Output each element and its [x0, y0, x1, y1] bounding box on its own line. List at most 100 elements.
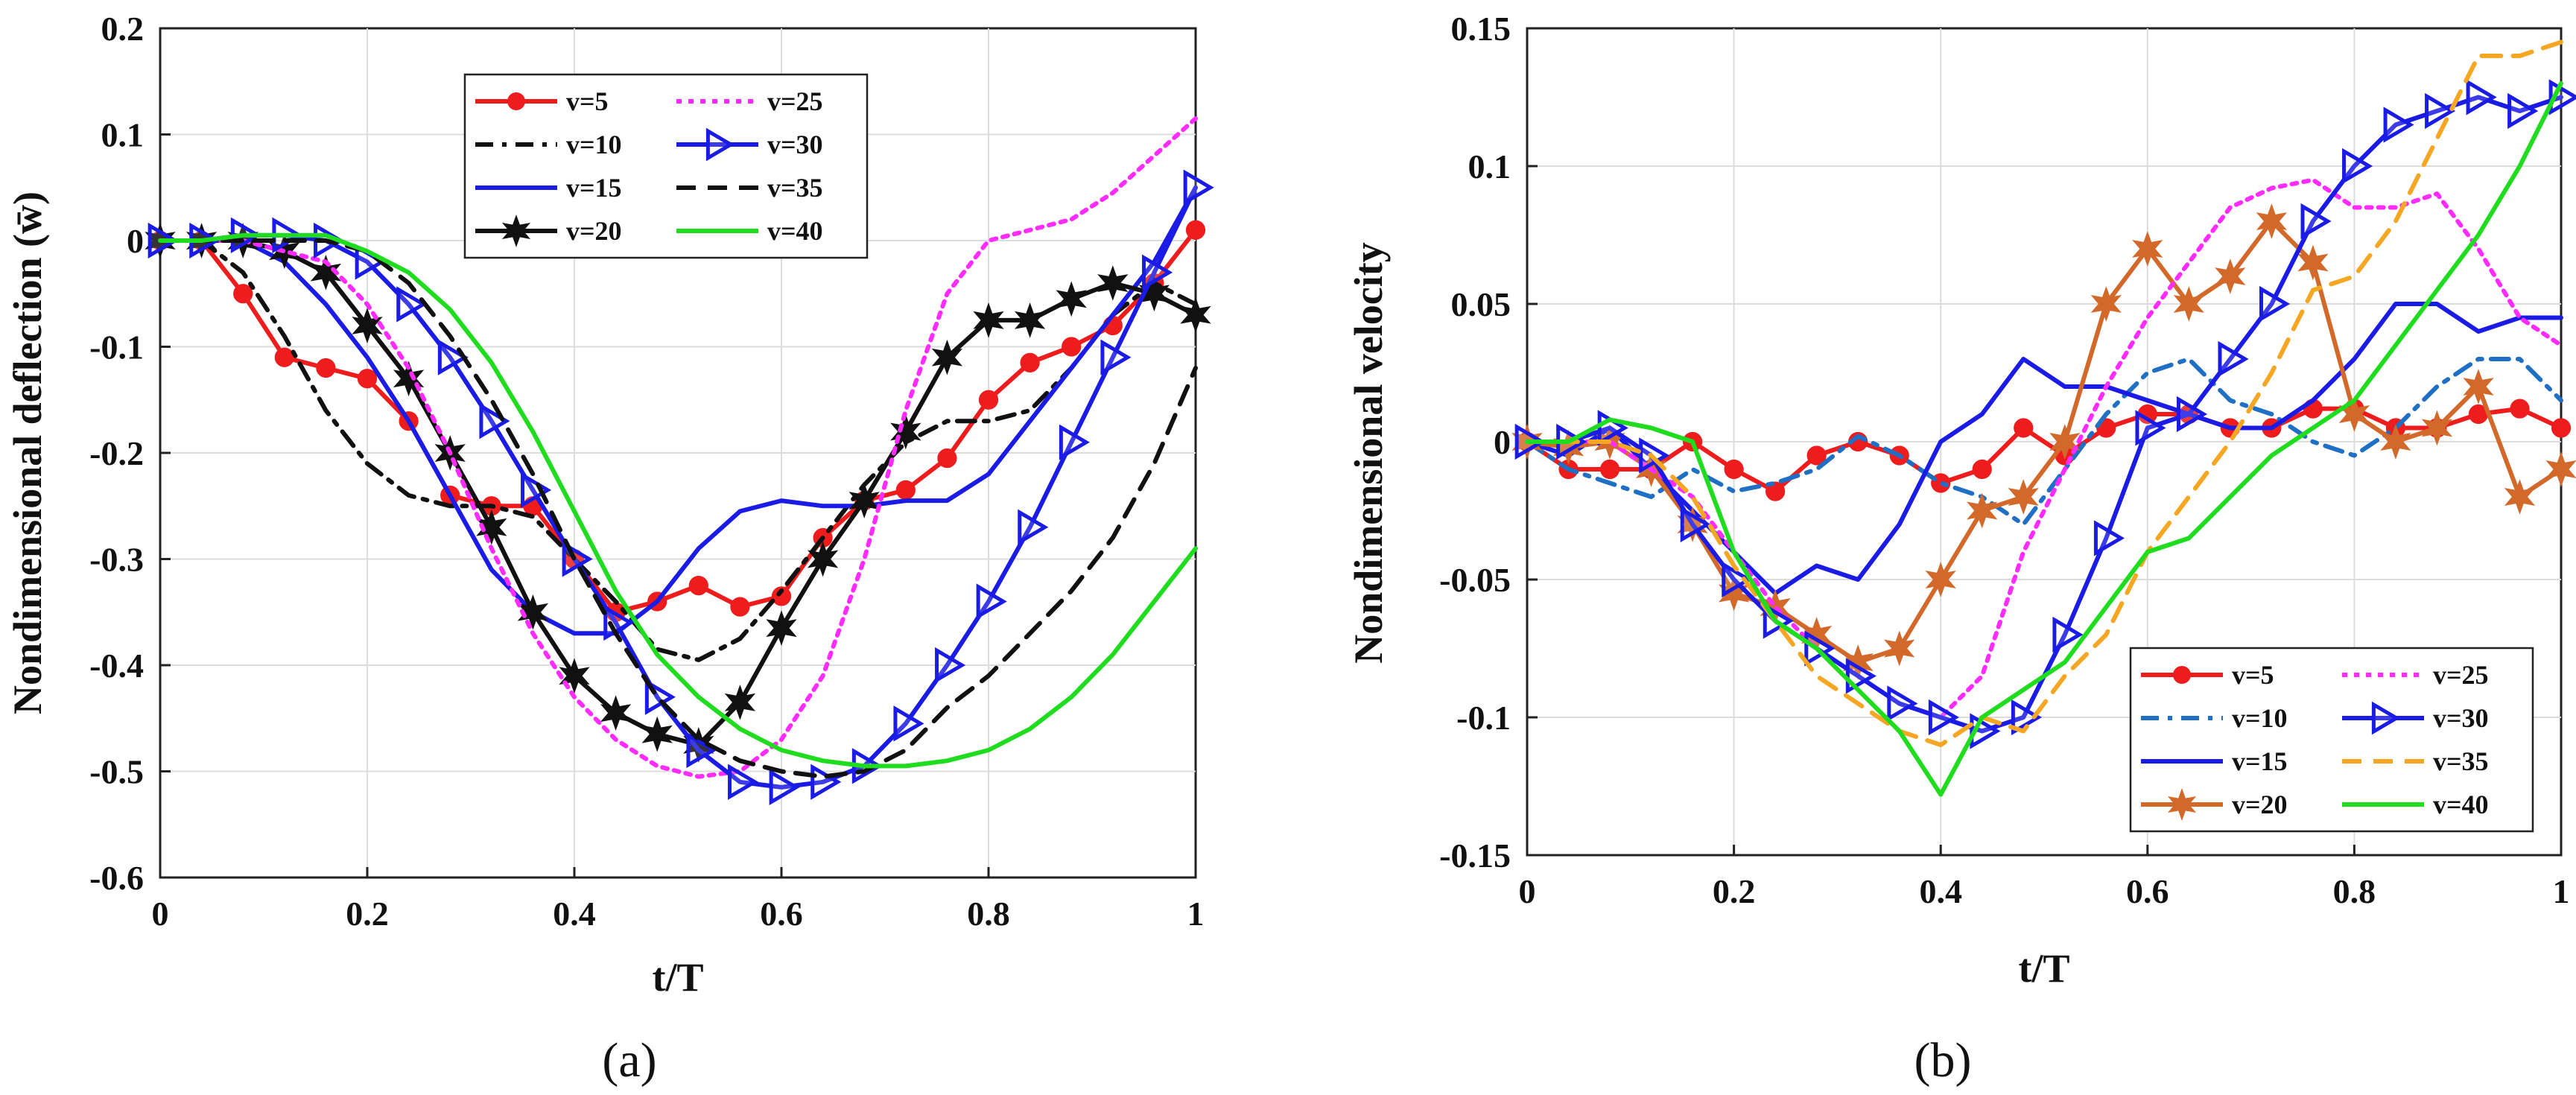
data-point-marker — [890, 413, 921, 450]
series-line — [1525, 39, 2563, 747]
legend-item: v=10 — [2141, 703, 2288, 733]
data-point-marker — [937, 448, 957, 469]
data-point-marker — [1138, 276, 1170, 312]
legend-label: v=35 — [767, 173, 823, 203]
data-point-marker — [2466, 79, 2497, 115]
series-line — [158, 185, 1198, 636]
data-point-marker — [1887, 685, 1918, 722]
series-line — [1525, 357, 2563, 527]
series-line — [158, 232, 1198, 769]
data-point-marker — [559, 658, 590, 694]
data-point-marker — [2425, 92, 2456, 130]
y-tick-label: -0.5 — [89, 753, 144, 791]
legend-item: v=25 — [2342, 660, 2489, 690]
data-point-marker — [600, 695, 632, 731]
data-point-marker — [2380, 424, 2411, 460]
data-point-marker — [2300, 203, 2332, 240]
y-tick-label: 0 — [127, 222, 144, 260]
x-tick-label: 0.4 — [553, 895, 596, 933]
legend-item: v=20 — [2141, 788, 2288, 821]
data-point-marker — [1180, 296, 1211, 333]
chart-a-deflection: 0 0.2 0.4 0.6 0.8 1 -0.6 -0.5 -0.4 -0.3 -0.2 -0.1 0 0… — [5, 10, 1214, 1088]
legend-label: v=30 — [767, 130, 823, 159]
data-point-marker — [2132, 231, 2163, 267]
x-tick-label: 1 — [1187, 895, 1205, 933]
data-point-marker — [2014, 418, 2034, 438]
y-tick-label: 0.1 — [1468, 147, 1511, 185]
legend-label: v=20 — [566, 216, 622, 246]
data-point-marker — [1020, 352, 1040, 372]
data-point-marker — [2338, 396, 2370, 432]
data-point-marker — [1097, 265, 1129, 301]
data-point-marker — [1766, 481, 1786, 501]
legend-item: v=25 — [676, 86, 823, 116]
data-point-marker — [848, 483, 880, 518]
legend-item: v=30 — [676, 127, 823, 162]
data-point-marker — [2008, 479, 2039, 515]
x-tick-label: 0.2 — [346, 895, 389, 933]
data-point-marker — [2173, 666, 2191, 684]
data-point-marker — [1014, 302, 1046, 338]
legend-box — [2129, 647, 2534, 833]
series-v-35 — [1525, 39, 2563, 747]
y-tick-label: 0.2 — [101, 10, 145, 48]
data-point-marker — [2259, 285, 2291, 323]
series-v-15 — [158, 185, 1198, 636]
data-point-marker — [274, 347, 294, 367]
series-v-40 — [1525, 81, 2563, 797]
y-tick-label: 0 — [1494, 423, 1511, 461]
data-point-marker — [978, 390, 999, 410]
data-point-marker — [521, 472, 552, 509]
chart-b-velocity: 0 0.2 0.4 0.6 0.8 1 -0.15 -0.1 -0.05 0 0.05 0.1 0.15… — [1346, 10, 2576, 1088]
y-tick-label: -0.1 — [1456, 699, 1511, 737]
data-point-marker — [769, 769, 800, 806]
legend-label: v=35 — [2433, 746, 2489, 776]
data-point-marker — [807, 541, 839, 577]
data-point-marker — [931, 339, 963, 375]
series-v-25 — [158, 116, 1198, 779]
data-point-marker — [1059, 424, 1090, 460]
data-point-marker — [1183, 169, 1214, 206]
data-point-marker — [705, 127, 735, 162]
series-line — [158, 238, 1198, 662]
data-point-marker — [641, 716, 673, 752]
legend-item: v=15 — [2141, 746, 2288, 776]
legend-item: v=15 — [475, 173, 622, 203]
data-point-marker — [893, 705, 924, 742]
data-point-marker — [2167, 788, 2197, 821]
x-tick-label: 0.6 — [760, 895, 803, 933]
data-point-marker — [1806, 445, 1827, 466]
data-point-marker — [437, 339, 469, 375]
legend-item: v=20 — [475, 215, 622, 247]
legend-label: v=25 — [2433, 660, 2489, 690]
data-point-marker — [935, 647, 966, 684]
y-tick-label: -0.4 — [89, 647, 144, 685]
data-point-marker — [2507, 92, 2539, 130]
data-point-marker — [396, 286, 428, 323]
data-point-marker — [973, 302, 1004, 338]
y-tick-label: 0.1 — [101, 116, 145, 154]
data-point-marker — [501, 215, 531, 247]
legend-label: v=20 — [2232, 790, 2288, 819]
data-point-marker — [2463, 369, 2494, 404]
legend-item: v=40 — [2342, 790, 2489, 819]
y-tick-label: -0.05 — [1439, 561, 1511, 599]
chart-a-caption: (a) — [602, 1033, 656, 1088]
data-point-marker — [2093, 520, 2125, 556]
y-tick-label: 0.15 — [1451, 10, 1511, 48]
legend-label: v=5 — [2232, 660, 2274, 690]
data-point-marker — [1928, 699, 1959, 736]
x-tick-label: 0 — [152, 895, 169, 933]
y-tick-label: 0.05 — [1451, 285, 1511, 323]
data-point-marker — [233, 284, 253, 304]
data-point-marker — [2173, 286, 2204, 322]
y-tick-label: -0.3 — [89, 541, 144, 579]
chart-a-tick-labels: 0 0.2 0.4 0.6 0.8 1 -0.6 -0.5 -0.4 -0.3 -0.2 -0.1 0 0… — [89, 10, 1204, 933]
legend-label: v=40 — [767, 216, 823, 246]
data-point-marker — [1100, 339, 1132, 375]
series-line — [158, 238, 1198, 779]
x-tick-label: 0.2 — [1713, 872, 1756, 910]
series-v-10 — [1525, 357, 2563, 527]
x-tick-label: 1 — [2553, 872, 2570, 910]
data-point-marker — [393, 361, 425, 397]
